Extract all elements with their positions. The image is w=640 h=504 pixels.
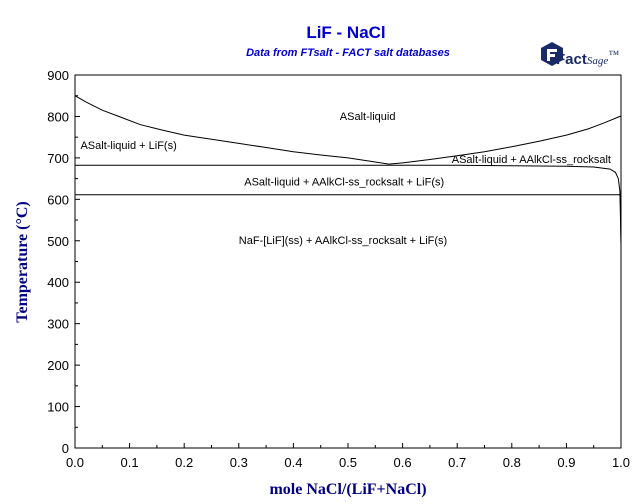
phase-region-label: ASalt-liquid bbox=[340, 111, 396, 123]
y-axis-ticks: 0 100 200 300 400 500 600 700 800 900 bbox=[47, 68, 80, 456]
x-tick-label: 0.9 bbox=[557, 455, 575, 470]
x-tick-label: 0.1 bbox=[121, 455, 139, 470]
x-tick-label: 0.6 bbox=[394, 455, 412, 470]
y-tick-label: 600 bbox=[47, 192, 69, 207]
y-tick-label: 400 bbox=[47, 275, 69, 290]
chart-title: LiF - NaCl bbox=[306, 23, 385, 42]
y-tick-label: 200 bbox=[47, 358, 69, 373]
phase-region-label: ASalt-liquid + AAlkCl-ss_rocksalt + LiF(… bbox=[244, 177, 444, 189]
phase-boundaries bbox=[74, 95, 622, 245]
y-tick-label: 500 bbox=[47, 234, 69, 249]
logo-text: FactSage™ bbox=[556, 49, 619, 68]
y-tick-label: 100 bbox=[47, 400, 69, 415]
x-axis-ticks: 0.0 0.1 0.2 0.3 0.4 0.5 0.6 0.7 0.8 0.9 1.0 bbox=[66, 443, 630, 470]
phase-boundary-line bbox=[75, 164, 622, 245]
y-tick-label: 300 bbox=[47, 317, 69, 332]
phase-boundary-line bbox=[74, 95, 389, 165]
x-tick-label: 0.3 bbox=[230, 455, 248, 470]
factsage-logo: FactSage™ bbox=[541, 42, 619, 68]
x-tick-label: 0.4 bbox=[284, 455, 302, 470]
x-tick-label: 0.7 bbox=[448, 455, 466, 470]
phase-region-label: ASalt-liquid + AAlkCl-ss_rocksalt bbox=[452, 154, 611, 166]
phase-region-label: ASalt-liquid + LiF(s) bbox=[80, 140, 176, 152]
x-tick-label: 0.0 bbox=[66, 455, 84, 470]
x-tick-label: 1.0 bbox=[612, 455, 630, 470]
plot-frame bbox=[74, 74, 622, 449]
logo-emblem-mark bbox=[547, 49, 557, 61]
phase-boundary-line bbox=[388, 115, 622, 165]
y-tick-label: 700 bbox=[47, 151, 69, 166]
x-tick-label: 0.2 bbox=[175, 455, 193, 470]
y-axis-label: Temperature (°C) bbox=[14, 201, 31, 322]
x-tick-label: 0.5 bbox=[339, 455, 357, 470]
y-tick-label: 800 bbox=[47, 109, 69, 124]
x-axis-label: mole NaCl/(LiF+NaCl) bbox=[269, 481, 426, 498]
y-tick-label: 900 bbox=[47, 68, 69, 83]
x-tick-label: 0.8 bbox=[503, 455, 521, 470]
chart-subtitle: Data from FTsalt - FACT salt databases bbox=[246, 47, 450, 59]
y-tick-label: 0 bbox=[62, 441, 69, 456]
phase-region-labels: ASalt-liquid ASalt-liquid + LiF(s) ASalt-l… bbox=[80, 111, 611, 247]
phase-region-label: NaF-[LiF](ss) + AAlkCl-ss_rocksalt + LiF… bbox=[239, 235, 447, 247]
